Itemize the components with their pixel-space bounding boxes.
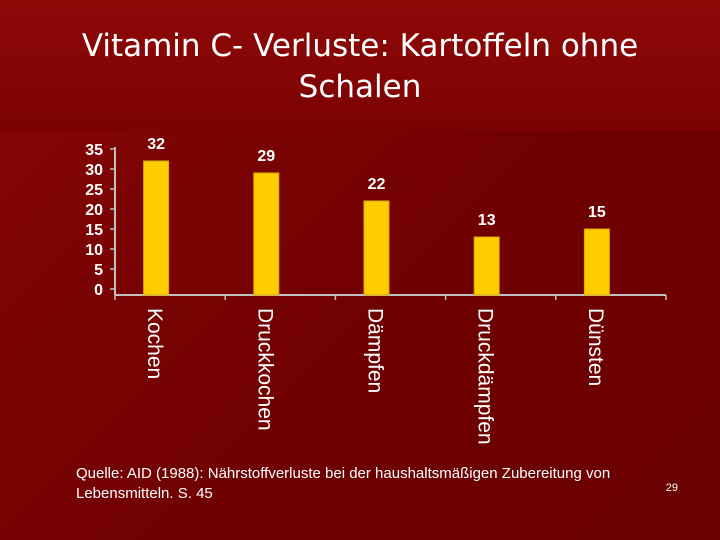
source-line-2: Lebensmitteln. S. 45 xyxy=(76,485,213,502)
y-tick-label: 0 xyxy=(94,282,103,299)
bar-dämpfen xyxy=(363,200,390,296)
slide-title: Vitamin C- Verluste: Kartoffeln ohne Sch… xyxy=(81,28,639,105)
data-label: 22 xyxy=(368,176,386,193)
bar-dünsten xyxy=(583,228,610,296)
category-label: Dämpfen xyxy=(364,308,387,393)
source-citation: Quelle: AID (1988): Nährstoffverluste be… xyxy=(76,464,720,504)
y-tick-label: 30 xyxy=(85,162,103,179)
category-label: Druckdämpfen xyxy=(474,308,497,445)
y-tick-label: 15 xyxy=(85,222,103,239)
y-tick-label: 10 xyxy=(85,242,103,259)
y-tick-label: 5 xyxy=(94,262,103,279)
category-label: Druckkochen xyxy=(253,308,276,431)
data-label: 32 xyxy=(147,136,165,153)
source-line-1: Quelle: AID (1988): Nährstoffverluste be… xyxy=(76,465,611,482)
y-tick-label: 25 xyxy=(85,182,103,199)
bar-chart: 0 5 10 15 20 25 30 35 32 Kochen 29 Druckkochen 22 Däm… xyxy=(85,136,667,445)
y-tick-label: 20 xyxy=(85,202,103,219)
data-label: 29 xyxy=(257,148,275,165)
category-label: Dünsten xyxy=(584,308,607,386)
bar-kochen xyxy=(143,160,170,296)
category-label: Kochen xyxy=(143,308,166,379)
bar-druckdämpfen xyxy=(473,236,500,296)
y-tick-label: 35 xyxy=(85,142,103,159)
page-number: 29 xyxy=(665,482,678,494)
data-label: 13 xyxy=(478,212,496,229)
bar-druckkochen xyxy=(253,172,280,296)
data-label: 15 xyxy=(588,204,606,221)
